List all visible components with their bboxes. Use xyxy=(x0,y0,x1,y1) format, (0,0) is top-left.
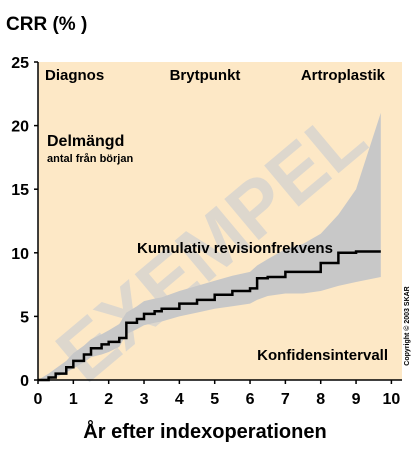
y-tick-label: 20 xyxy=(11,119,29,136)
cumulative-line xyxy=(38,250,381,382)
x-tick-label: 10 xyxy=(382,391,400,408)
chart-title: CRR (% ) xyxy=(6,14,87,35)
x-tick-label: 2 xyxy=(104,391,113,408)
annotation: Delmängd xyxy=(47,133,124,150)
x-tick-label: 9 xyxy=(352,391,361,408)
y-tick-label: 15 xyxy=(11,182,29,199)
annotation: Brytpunkt xyxy=(170,67,241,84)
confidence-band xyxy=(38,112,381,380)
band-label: Konfidensintervall xyxy=(257,347,388,364)
x-tick-label: 1 xyxy=(69,391,78,408)
x-tick-label: 0 xyxy=(34,391,43,408)
x-tick-label: 3 xyxy=(140,391,149,408)
y-tick-label: 25 xyxy=(11,55,29,72)
series-label: Kumulativ revisionfrekvens xyxy=(137,240,333,257)
x-tick-label: 4 xyxy=(175,391,184,408)
y-tick-label: 0 xyxy=(20,373,29,390)
x-tick-label: 8 xyxy=(316,391,325,408)
annotation: Diagnos xyxy=(45,67,104,84)
y-tick-label: 10 xyxy=(11,246,29,263)
x-tick-label: 5 xyxy=(210,391,219,408)
x-axis-label: År efter indexoperationen xyxy=(83,419,326,443)
x-tick-label: 7 xyxy=(281,391,290,408)
annotation: antal från början xyxy=(47,153,133,165)
annotation: Artroplastik xyxy=(301,67,386,84)
copyright: Copyright © 2003 SKAR xyxy=(403,286,411,365)
y-tick-label: 5 xyxy=(20,309,29,326)
x-tick-label: 6 xyxy=(246,391,255,408)
